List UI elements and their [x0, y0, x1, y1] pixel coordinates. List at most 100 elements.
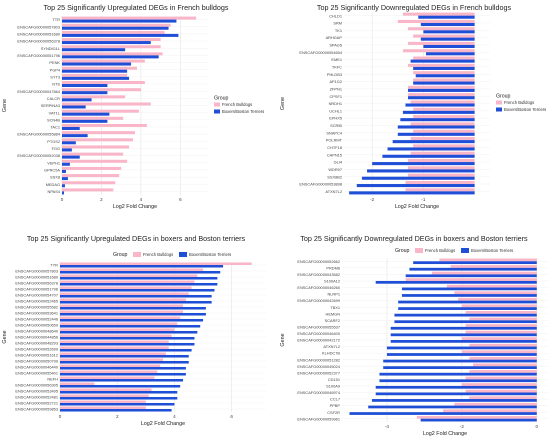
gene-label: ATXN7L2	[323, 344, 340, 349]
bar-boxers-boston	[60, 385, 181, 388]
gene-label: ENSCAFG00000052721	[15, 401, 58, 406]
bar-french-bulldogs	[60, 388, 152, 391]
chart-title: Top 25 Significantly Upregulated DEGs in…	[43, 3, 229, 12]
bar-french-bulldogs	[60, 328, 175, 331]
gene-label: ARHGAP	[326, 35, 343, 40]
bar-boxers-boston	[387, 147, 475, 151]
bar-french-bulldogs	[60, 310, 184, 313]
gene-label: ENSCAFG00000048293	[15, 341, 58, 346]
bar-french-bulldogs	[60, 298, 186, 301]
x-tick-label: -1	[421, 197, 426, 202]
gene-label: ENSCAFG00000046260	[297, 285, 340, 290]
bar-french-bulldogs	[62, 23, 171, 27]
y-axis-title: Gene	[280, 333, 286, 346]
bar-french-bulldogs	[408, 93, 475, 97]
gene-label: ENSCAFG00000044856	[15, 335, 58, 340]
bar-boxers-boston	[62, 148, 72, 152]
bar-boxers-boston	[390, 326, 537, 330]
legend-label: French Bulldogs	[222, 102, 252, 107]
bar-french-bulldogs	[450, 265, 537, 268]
bar-french-bulldogs	[62, 181, 116, 185]
x-tick-label: 2	[116, 414, 119, 419]
gene-label: ZFPN1	[330, 86, 342, 91]
bar-boxers-boston	[60, 391, 178, 394]
gene-label: TAC1	[50, 125, 60, 130]
bar-french-bulldogs	[60, 382, 95, 385]
x-tick-label: -4	[385, 424, 390, 429]
bar-boxers-boston	[356, 184, 475, 188]
gene-label: TKFC	[332, 65, 342, 70]
bar-french-bulldogs	[413, 115, 475, 119]
bar-boxers-boston	[409, 267, 537, 271]
bar-boxers-boston	[62, 126, 80, 130]
bar-boxers-boston	[379, 379, 537, 383]
bar-boxers-boston	[413, 81, 475, 85]
gene-label: ENSCAFG00000059961	[297, 416, 340, 421]
gene-label: NLRP1	[327, 292, 340, 297]
bar-french-bulldogs	[461, 304, 537, 308]
bar-french-bulldogs	[62, 166, 122, 170]
x-tick-label: -2	[370, 197, 375, 202]
gene-label: S100A9	[326, 384, 340, 389]
gene-label: ENSCAFG00000050659	[15, 323, 58, 328]
gene-label: ENSCAFG00000051680	[17, 32, 60, 37]
bar-french-bulldogs	[62, 73, 128, 77]
bar-boxers-boston	[375, 280, 537, 284]
legend-swatch-french-bulldogs	[133, 252, 141, 257]
bar-boxers-boston	[383, 359, 537, 363]
gene-label: HEMGN	[326, 311, 341, 316]
bar-french-bulldogs	[60, 340, 169, 343]
gene-label: ENSCAFG00000052377	[297, 370, 340, 375]
bar-boxers-boston	[62, 98, 92, 102]
x-tick-label: 4	[140, 197, 143, 202]
bar-french-bulldogs	[413, 129, 475, 133]
legend-swatch-french-bulldogs	[214, 102, 220, 107]
bar-french-bulldogs	[410, 137, 475, 141]
bar-french-bulldogs	[458, 297, 537, 301]
gene-label: MEDAG	[46, 182, 60, 187]
bar-french-bulldogs	[413, 71, 475, 75]
bar-french-bulldogs	[473, 363, 537, 367]
gene-label: ENSCAFG00000055401	[15, 371, 58, 376]
gene-label: ENSCAFG00000045024	[297, 364, 340, 369]
x-tick-label: 6	[230, 414, 233, 419]
bar-french-bulldogs	[60, 280, 195, 283]
bar-boxers-boston	[62, 26, 169, 30]
bar-french-bulldogs	[62, 188, 114, 192]
gene-label: SNAPC4	[326, 130, 342, 135]
gene-label: CAPN15	[327, 152, 342, 157]
bar-french-bulldogs	[465, 376, 537, 380]
gene-label: ATXN7L2	[325, 189, 342, 194]
gene-label: ENSCAFG00000043582	[297, 272, 340, 277]
bar-boxers-boston	[62, 169, 66, 173]
bar-boxers-boston	[386, 353, 537, 356]
gene-label: AP1G2	[329, 79, 342, 84]
bar-french-bulldogs	[413, 107, 475, 111]
gene-label: ENSCAFG00000055537	[297, 324, 340, 329]
bar-french-bulldogs	[62, 116, 124, 120]
x-tick-label: 6	[179, 197, 182, 202]
bar-boxers-boston	[62, 177, 68, 181]
gene-label: ENSCAFG00000054707	[15, 293, 58, 298]
gene-label: ENSCAFG00000052699	[15, 347, 58, 352]
gene-label: NRDH1	[329, 101, 342, 106]
bar-boxers-boston	[401, 287, 537, 291]
bar-boxers-boston	[394, 320, 537, 324]
gene-label: SCRIB	[330, 123, 342, 128]
chart-svg: TTR ENSCAFG00000057803 ENSCAFG00000051680 E…	[2, 16, 264, 210]
bar-boxers-boston	[60, 271, 221, 274]
bar-french-bulldogs	[408, 85, 475, 89]
gene-label: ENSCAFG00000046974	[297, 390, 340, 395]
gene-label: EPHX5	[329, 116, 342, 121]
chart-title: Top 25 Significantly Downregulated DEGs …	[300, 234, 528, 243]
bar-french-bulldogs	[62, 30, 165, 34]
gene-label: SYT3	[50, 74, 60, 79]
bar-french-bulldogs	[405, 188, 475, 192]
bar-french-bulldogs	[60, 304, 184, 307]
bar-french-bulldogs	[62, 16, 197, 20]
bar-boxers-boston	[60, 349, 192, 352]
bar-french-bulldogs	[469, 356, 537, 360]
bar-boxers-boston	[60, 379, 184, 382]
bar-french-bulldogs	[62, 138, 134, 142]
